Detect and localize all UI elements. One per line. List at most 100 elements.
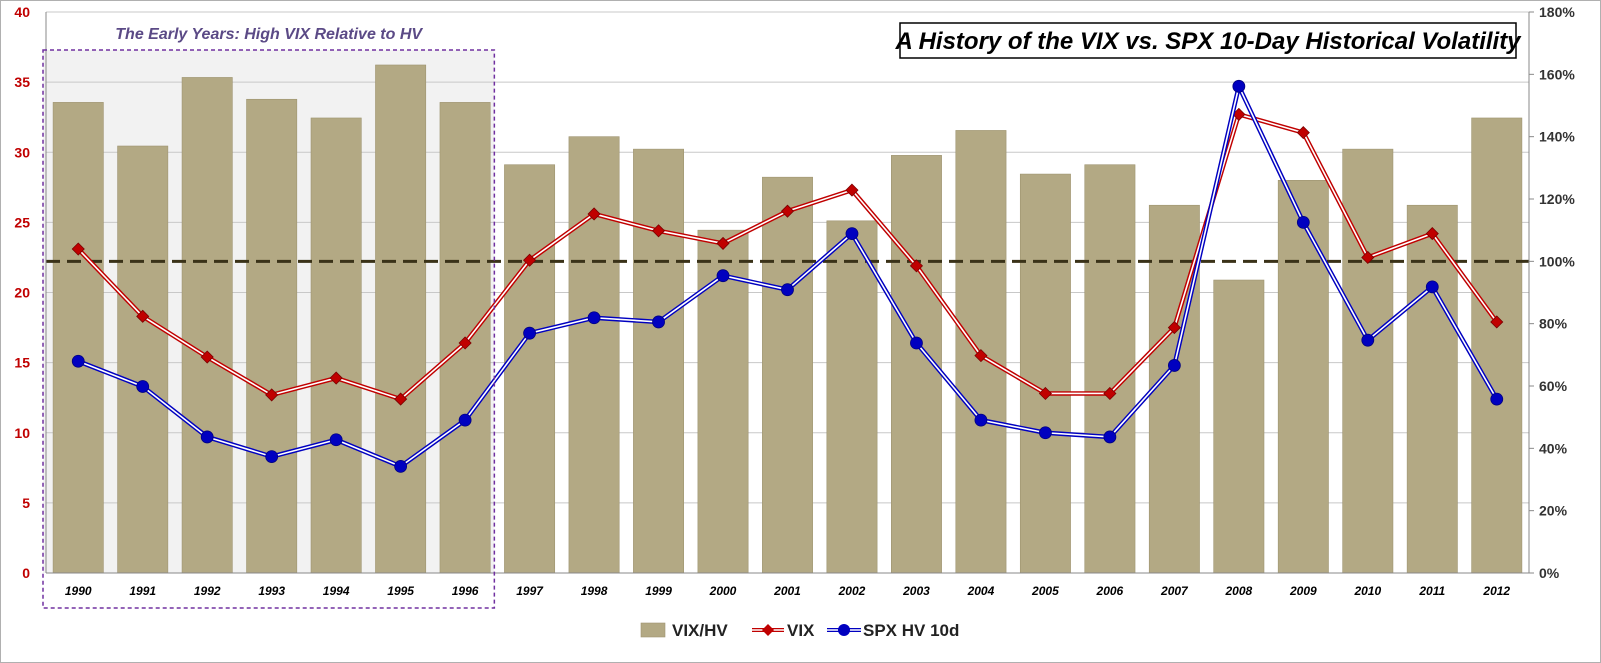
- point-spx-hv-10d-1995: [394, 460, 408, 473]
- point-vix-2004: [974, 349, 988, 363]
- point-spx-hv-10d-2009: [1296, 215, 1310, 229]
- legend-label-vix: VIX: [787, 621, 815, 640]
- x-tick-label: 1997: [516, 584, 544, 598]
- right-tick-label: 100%: [1539, 253, 1575, 269]
- legend-swatch-vix-marker: [762, 624, 774, 636]
- right-tick-label: 20%: [1539, 503, 1568, 519]
- left-tick-label: 15: [14, 355, 30, 371]
- left-tick-label: 20: [14, 285, 30, 301]
- left-tick-label: 30: [14, 144, 30, 160]
- point-spx-hv-10d-2008: [1232, 79, 1246, 93]
- point-vix-1991: [136, 309, 150, 323]
- point-spx-hv-10d-1996: [458, 413, 472, 427]
- x-tick-label: 2003: [902, 584, 930, 598]
- x-tick-label: 2004: [967, 584, 995, 598]
- x-tick-label: 2011: [1418, 584, 1445, 598]
- legend: VIX/HV VIX SPX HV 10d: [640, 621, 959, 640]
- bar-vix-hv-2006: [1084, 164, 1136, 574]
- legend-swatch-spx-marker: [838, 624, 850, 636]
- x-tick-label: 2006: [1096, 584, 1124, 598]
- early-years-highlight-box: [42, 49, 496, 609]
- bar-vix-hv-2012: [1471, 117, 1523, 574]
- right-tick-label: 160%: [1539, 66, 1575, 82]
- right-tick-label: 140%: [1539, 129, 1575, 145]
- vix-hv-bars: [52, 64, 1523, 574]
- point-vix-2006: [1103, 386, 1117, 401]
- bar-vix-hv-1991: [117, 145, 169, 574]
- x-tick-label: 2008: [1224, 584, 1252, 598]
- point-spx-hv-10d-2011: [1425, 280, 1439, 294]
- right-tick-label: 120%: [1539, 191, 1575, 207]
- bar-vix-hv-1998: [568, 136, 620, 574]
- x-tick-label: 1999: [645, 584, 672, 598]
- legend-swatch-vix-hv: [640, 622, 666, 638]
- bar-vix-hv-1997: [504, 164, 556, 574]
- bar-vix-hv-1994: [310, 117, 362, 574]
- right-tick-label: 80%: [1539, 316, 1568, 332]
- point-spx-hv-10d-1993: [265, 450, 279, 463]
- x-tick-label: 1998: [581, 584, 608, 598]
- left-tick-label: 35: [14, 74, 30, 90]
- left-tick-label: 0: [22, 565, 30, 581]
- point-vix-2009: [1296, 126, 1310, 140]
- x-tick-label: 1992: [194, 584, 221, 598]
- line-series: [71, 79, 1504, 473]
- point-vix-2011: [1425, 227, 1439, 241]
- point-vix-1992: [200, 350, 214, 364]
- legend-label-vix-hv: VIX/HV: [672, 621, 728, 640]
- point-vix-1999: [651, 224, 666, 238]
- right-tick-label: 60%: [1539, 378, 1568, 394]
- title-frame: [899, 22, 1517, 59]
- right-tick-label: 40%: [1539, 440, 1568, 456]
- chart-title: A History of the VIX vs. SPX 10-Day Hist…: [894, 28, 1522, 55]
- x-tick-label: 2007: [1160, 584, 1189, 598]
- x-tick-label: 2009: [1289, 584, 1317, 598]
- x-tick-label: 2010: [1353, 584, 1381, 598]
- x-tick-label: 1996: [452, 584, 479, 598]
- bar-vix-hv-1990: [52, 102, 104, 574]
- point-spx-hv-10d-1994: [329, 433, 343, 447]
- point-vix-2010: [1361, 250, 1375, 265]
- x-tick-label: 1994: [323, 584, 350, 598]
- point-spx-hv-10d-2005: [1039, 426, 1052, 440]
- x-tick-label: 1993: [258, 584, 285, 598]
- bar-vix-hv-2002: [826, 220, 878, 574]
- left-tick-label: 10: [14, 425, 30, 441]
- x-tick-label: 1991: [129, 584, 156, 598]
- point-spx-hv-10d-2004: [974, 413, 988, 427]
- left-tick-label: 25: [14, 214, 30, 230]
- point-spx-hv-10d-2012: [1490, 392, 1504, 406]
- x-tick-label: 2012: [1482, 584, 1510, 598]
- point-vix-1990: [71, 242, 85, 256]
- right-tick-label: 180%: [1539, 4, 1575, 20]
- bar-vix-hv-2009: [1277, 180, 1329, 574]
- point-spx-hv-10d-2001: [781, 283, 794, 297]
- left-tick-label: 40: [14, 4, 30, 20]
- point-vix-2000: [716, 236, 730, 250]
- point-vix-1993: [265, 388, 279, 402]
- point-vix-2012: [1490, 315, 1504, 329]
- x-tick-label: 2002: [838, 584, 866, 598]
- point-vix-1994: [329, 371, 343, 385]
- x-tick-label: 1995: [387, 584, 414, 598]
- point-spx-hv-10d-1990: [71, 354, 85, 368]
- point-spx-hv-10d-1997: [523, 326, 536, 340]
- point-vix-2002: [845, 183, 859, 197]
- point-vix-1995: [394, 392, 408, 406]
- legend-label-spx-hv-10d: SPX HV 10d: [863, 621, 959, 640]
- point-vix-1997: [523, 253, 537, 267]
- point-spx-hv-10d-2007: [1167, 359, 1181, 372]
- axes: 0 5 10 15 20 25 30 35 40 0% 20% 40% 60% 80% 100% 120% 14…: [14, 4, 1575, 598]
- bar-vix-hv-1993: [246, 98, 298, 574]
- x-tick-label: 2005: [1031, 584, 1059, 598]
- point-vix-1996: [458, 336, 472, 350]
- bar-vix-hv-1992: [181, 77, 233, 574]
- left-tick-label: 5: [22, 495, 30, 511]
- bar-vix-hv-2001: [762, 176, 813, 574]
- point-spx-hv-10d-2002: [845, 227, 859, 240]
- bar-vix-hv-2011: [1406, 204, 1458, 574]
- point-spx-hv-10d-1991: [136, 380, 150, 393]
- bar-vix-hv-2005: [1019, 173, 1071, 574]
